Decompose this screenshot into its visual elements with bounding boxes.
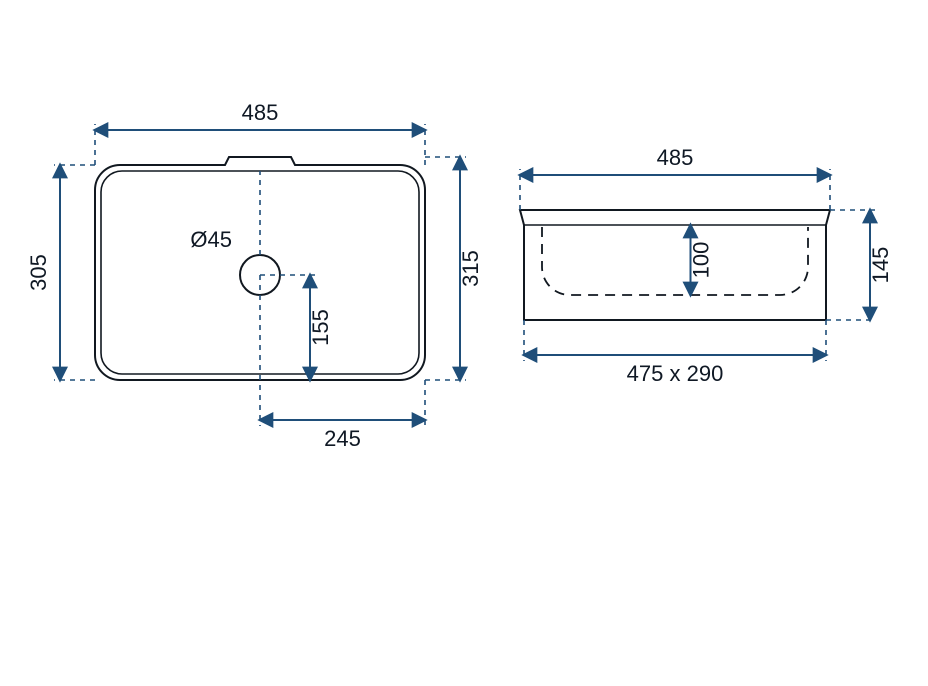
label-drain-diameter: Ø45 (190, 227, 232, 252)
side-view-inner-dashed (542, 227, 808, 295)
label-top-height-left: 305 (26, 254, 51, 291)
label-side-height: 145 (868, 247, 893, 284)
side-view-outline (520, 210, 830, 320)
label-top-width: 485 (242, 100, 279, 125)
label-side-inner-depth: 100 (689, 242, 714, 279)
label-top-height-right: 315 (458, 250, 483, 287)
technical-drawing: Ø45 485 305 315 245 155 485 100 145 475 x 290 (0, 0, 928, 686)
label-side-width: 485 (657, 145, 694, 170)
label-side-footprint: 475 x 290 (627, 361, 724, 386)
label-drain-offset-y: 155 (308, 309, 333, 346)
label-drain-offset-x: 245 (324, 426, 361, 451)
